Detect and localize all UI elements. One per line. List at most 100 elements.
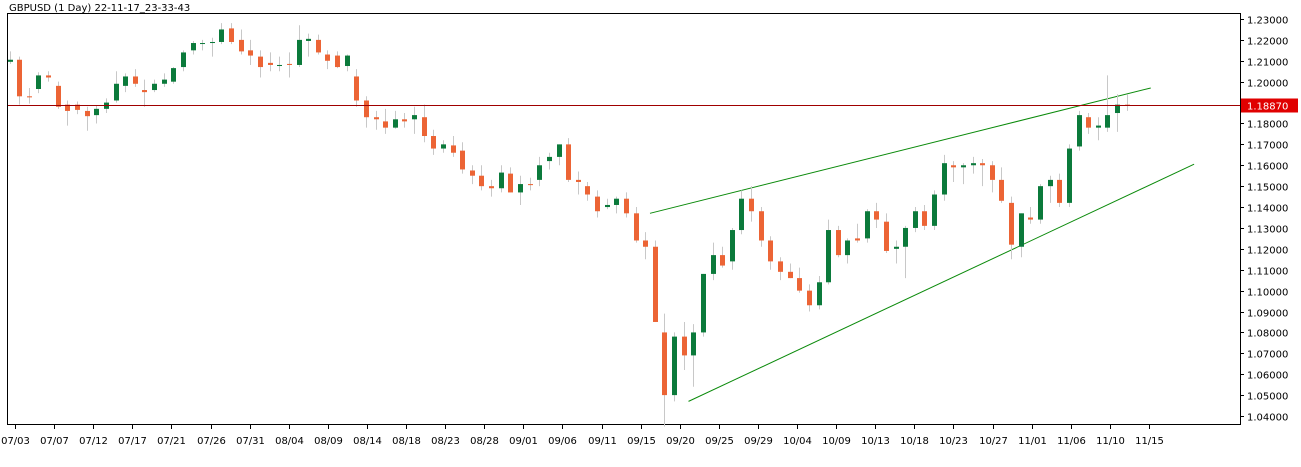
candle: [585, 181, 590, 201]
candle: [1048, 175, 1053, 203]
candle: [335, 51, 340, 69]
x-tick-label: 10/13: [861, 436, 890, 447]
candle-body-down: [778, 261, 783, 272]
candle: [191, 40, 196, 55]
candle: [171, 67, 176, 84]
candle-body-down: [576, 179, 581, 182]
candle: [374, 110, 379, 130]
candle-body-down: [922, 211, 927, 226]
candle: [720, 246, 725, 268]
candle-body-up: [913, 211, 918, 228]
candle: [759, 207, 764, 247]
candle: [913, 207, 918, 233]
current-price-label: 1.18870: [1247, 102, 1288, 113]
candle: [306, 33, 311, 57]
y-tick-label: 1.16000: [1247, 162, 1288, 173]
candle-body-down: [268, 62, 273, 65]
candle-body-up: [162, 79, 167, 84]
candle: [971, 156, 976, 174]
candle-body-up: [152, 83, 157, 91]
candle-body-up: [691, 332, 696, 356]
candle: [865, 209, 870, 243]
candle-body-up: [393, 119, 398, 128]
candle: [65, 100, 70, 126]
candle: [845, 238, 850, 264]
candle: [325, 50, 330, 70]
candle: [258, 50, 263, 78]
candle: [566, 138, 571, 182]
candle: [884, 213, 889, 254]
candle-body-down: [990, 165, 995, 180]
candle-body-down: [75, 104, 80, 110]
candle-body-up: [345, 55, 350, 67]
candle-body-up: [297, 39, 302, 65]
candle-body-down: [585, 186, 590, 195]
candle-body-down: [1009, 202, 1014, 245]
candle-body-down: [27, 96, 32, 98]
candle: [768, 236, 773, 270]
y-tick-label: 1.22000: [1247, 37, 1288, 48]
candle-body-down: [624, 198, 629, 214]
candle-body-down: [884, 221, 889, 251]
candle: [229, 23, 234, 45]
candle-body-up: [932, 194, 937, 226]
candle: [451, 136, 456, 157]
candle-body-down: [431, 136, 436, 149]
candle-body-up: [826, 230, 831, 283]
x-tick-label: 07/12: [79, 436, 108, 447]
candle: [354, 69, 359, 107]
y-tick-label: 1.07000: [1247, 350, 1288, 361]
candle: [412, 106, 417, 134]
candle: [489, 179, 494, 197]
candle-body-down: [56, 85, 61, 107]
candle: [1077, 110, 1082, 151]
candle-body-down: [470, 170, 475, 176]
y-tick-label: 1.06000: [1247, 371, 1288, 382]
trendline-lower: [688, 163, 1195, 402]
x-tick-label: 11/06: [1057, 436, 1086, 447]
x-tick-label: 08/18: [392, 436, 421, 447]
x-tick-label: 09/25: [705, 436, 734, 447]
candle: [142, 79, 147, 107]
candle: [537, 156, 542, 187]
candle: [8, 51, 13, 64]
chart-title: GBPUSD (1 Day) 22-11-17_23-33-43: [9, 3, 190, 14]
candle-body-down: [46, 75, 51, 78]
y-tick-label: 1.12000: [1247, 246, 1288, 257]
candle-body-down: [595, 196, 600, 212]
y-tick-label: 1.20000: [1247, 79, 1288, 90]
candle: [595, 190, 600, 218]
candle: [643, 232, 648, 260]
candle-body-down: [248, 50, 253, 56]
candle-body-down: [682, 336, 687, 356]
candle: [422, 104, 427, 143]
candle: [152, 79, 157, 93]
price-axis: 1.230001.220001.210001.200001.190001.180…: [1240, 16, 1288, 424]
candle-body-down: [335, 55, 340, 68]
x-tick-label: 08/04: [275, 436, 304, 447]
candle-body-up: [191, 43, 196, 51]
candle-body-up: [8, 59, 13, 62]
candle-body-up: [614, 198, 619, 205]
x-tick-label: 10/18: [900, 436, 929, 447]
x-tick-label: 07/26: [197, 436, 226, 447]
candle: [94, 105, 99, 124]
y-tick-label: 1.05000: [1247, 392, 1288, 403]
candle: [730, 227, 735, 270]
candle: [980, 158, 985, 187]
y-tick-label: 1.13000: [1247, 225, 1288, 236]
candle-body-down: [874, 211, 879, 220]
candle-body-up: [441, 144, 446, 149]
candle: [614, 196, 619, 214]
y-tick-label: 1.15000: [1247, 183, 1288, 194]
candle: [874, 202, 879, 228]
candle: [1057, 173, 1062, 208]
candle: [287, 52, 292, 78]
candle-body-down: [479, 175, 484, 187]
candle: [778, 257, 783, 281]
candle: [479, 165, 484, 191]
candle-body-down: [229, 28, 234, 42]
candle: [1096, 117, 1101, 141]
trendline-upper: [649, 87, 1151, 214]
